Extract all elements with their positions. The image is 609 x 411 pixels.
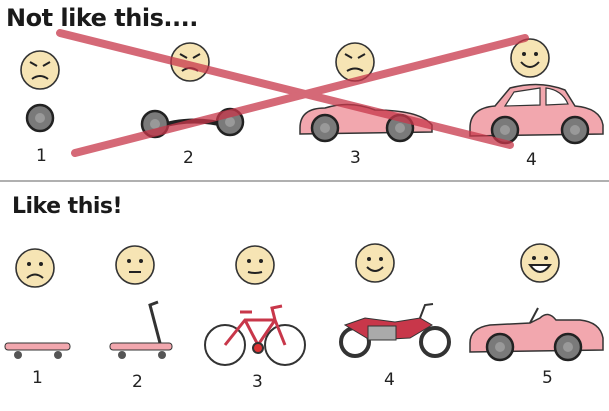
skateboard-icon <box>4 342 71 359</box>
happy-face-icon <box>510 38 550 78</box>
step-label: 3 <box>252 372 263 392</box>
neutral-face-icon <box>235 245 275 285</box>
step-label: 4 <box>526 150 537 170</box>
step-label: 2 <box>132 372 143 392</box>
sad-face-icon <box>15 248 55 288</box>
scooter-icon <box>109 300 173 359</box>
smile-face-icon <box>355 243 395 283</box>
step-label: 5 <box>542 368 553 388</box>
bicycle-icon <box>204 304 306 366</box>
car-icon <box>469 83 604 145</box>
step-label: 2 <box>183 148 194 168</box>
motorcycle-icon <box>339 303 451 358</box>
neutral-face-icon <box>115 245 155 285</box>
convertible-car-icon <box>469 307 604 362</box>
angry-face-icon <box>335 42 375 82</box>
cross-out-mark <box>56 29 529 157</box>
step-label: 4 <box>384 370 395 390</box>
big-smile-face-icon <box>520 243 560 283</box>
step-label: 1 <box>32 368 43 388</box>
bottom-title: Like this! <box>12 194 123 219</box>
wheel-icon <box>25 103 55 133</box>
step-label: 1 <box>36 146 47 166</box>
step-label: 3 <box>350 148 361 168</box>
top-title: Not like this.... <box>6 4 198 32</box>
angry-face-icon <box>20 50 60 90</box>
